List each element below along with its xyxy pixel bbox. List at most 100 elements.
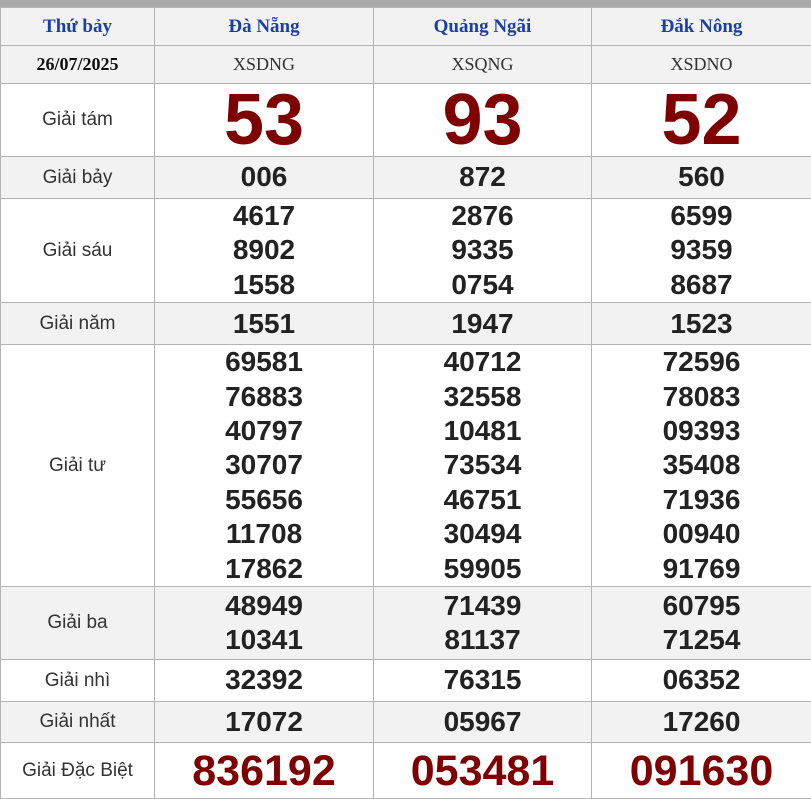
result-number: 06352: [592, 663, 811, 697]
result-number: 4617: [155, 199, 373, 233]
result-number: 30707: [155, 448, 373, 482]
prize-cell: 93: [374, 84, 592, 157]
date-row: 26/07/2025 XSDNG XSQNG XSDNO: [1, 46, 811, 84]
header-row: Thứ bảy Đà Nẵng Quảng Ngãi Đắk Nông: [1, 8, 811, 46]
result-number: 10341: [155, 623, 373, 657]
prize-label: Giải bảy: [1, 157, 155, 199]
result-number: 9359: [592, 233, 811, 267]
prize-cell: 17072: [155, 702, 374, 743]
prize-cell: 006: [155, 157, 374, 199]
result-number: 55656: [155, 483, 373, 517]
prize-cell: 53: [155, 84, 374, 157]
prize-cell: 1523: [592, 303, 811, 345]
result-number: 71936: [592, 483, 811, 517]
top-bar: [0, 0, 811, 7]
result-number: 10481: [374, 414, 591, 448]
prize-label: Giải năm: [1, 303, 155, 345]
special-prize-number: 053481: [374, 746, 591, 796]
province-quang-ngai[interactable]: Quảng Ngãi: [374, 8, 592, 46]
result-number: 40797: [155, 414, 373, 448]
result-number: 17862: [155, 552, 373, 586]
province-dak-nong[interactable]: Đắk Nông: [592, 8, 811, 46]
draw-date: 26/07/2025: [1, 46, 155, 84]
result-number: 76883: [155, 380, 373, 414]
code-dak-nong[interactable]: XSDNO: [592, 46, 811, 84]
result-number: 00940: [592, 517, 811, 551]
result-number: 872: [374, 160, 591, 194]
prize-cell: 06352: [592, 660, 811, 702]
result-number: 05967: [374, 705, 591, 739]
result-number: 09393: [592, 414, 811, 448]
code-quang-ngai[interactable]: XSQNG: [374, 46, 592, 84]
result-number: 32392: [155, 663, 373, 697]
result-number: 17072: [155, 705, 373, 739]
code-da-nang[interactable]: XSDNG: [155, 46, 374, 84]
result-number: 1551: [155, 307, 373, 341]
result-number: 30494: [374, 517, 591, 551]
result-number: 59905: [374, 552, 591, 586]
result-number: 69581: [155, 345, 373, 379]
result-number: 48949: [155, 589, 373, 623]
prize-cell: 836192: [155, 743, 374, 799]
prize-cell: 52: [592, 84, 811, 157]
prize-cell: 05967: [374, 702, 592, 743]
day-label: Thứ bảy: [1, 8, 155, 46]
province-da-nang[interactable]: Đà Nẵng: [155, 8, 374, 46]
result-number: 6599: [592, 199, 811, 233]
prize-cell: 1551: [155, 303, 374, 345]
prize-cell: 17260: [592, 702, 811, 743]
result-number: 2876: [374, 199, 591, 233]
special-prize-number: 836192: [155, 746, 373, 796]
prize-cell: 053481: [374, 743, 592, 799]
prize-cell: 32392: [155, 660, 374, 702]
result-number: 71439: [374, 589, 591, 623]
lottery-results-table: Thứ bảy Đà Nẵng Quảng Ngãi Đắk Nông 26/0…: [0, 7, 811, 799]
result-number: 40712: [374, 345, 591, 379]
prize-label: Giải tư: [1, 345, 155, 587]
result-number: 1523: [592, 307, 811, 341]
prize-cell: 1947: [374, 303, 592, 345]
special-prize-number: 091630: [592, 746, 811, 796]
prize-label: Giải Đặc Biệt: [1, 743, 155, 799]
result-number: 8902: [155, 233, 373, 267]
result-number: 8687: [592, 268, 811, 302]
prize-label: Giải ba: [1, 587, 155, 660]
result-number: 006: [155, 160, 373, 194]
prize-label: Giải nhất: [1, 702, 155, 743]
result-number: 35408: [592, 448, 811, 482]
prize-cell: 091630: [592, 743, 811, 799]
result-number: 72596: [592, 345, 811, 379]
prize-cell: 872: [374, 157, 592, 199]
result-number: 78083: [592, 380, 811, 414]
result-number: 17260: [592, 705, 811, 739]
result-number: 1558: [155, 268, 373, 302]
result-number: 560: [592, 160, 811, 194]
result-number: 81137: [374, 623, 591, 657]
result-number: 32558: [374, 380, 591, 414]
prize-label: Giải tám: [1, 84, 155, 157]
result-number: 93: [374, 84, 591, 156]
result-number: 91769: [592, 552, 811, 586]
prize-label: Giải sáu: [1, 199, 155, 303]
prize-cell: 560: [592, 157, 811, 199]
result-number: 9335: [374, 233, 591, 267]
result-number: 60795: [592, 589, 811, 623]
result-number: 53: [155, 84, 373, 156]
